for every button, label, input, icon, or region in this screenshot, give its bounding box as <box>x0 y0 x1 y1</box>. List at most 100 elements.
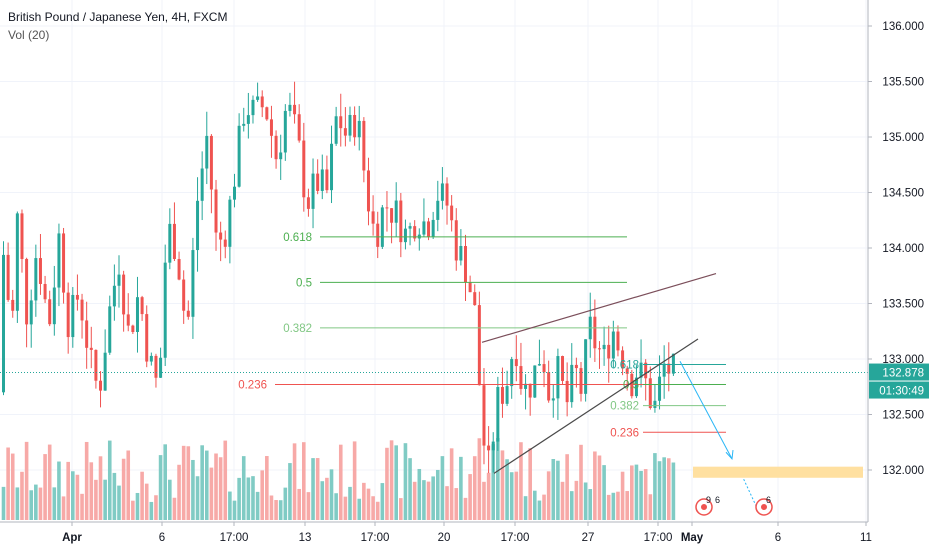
candle-body <box>366 170 370 212</box>
candle-body <box>242 123 246 126</box>
candle-body <box>15 213 19 311</box>
candle-body <box>274 135 278 160</box>
candle-body <box>473 292 477 306</box>
volume-bar <box>71 471 75 520</box>
time-axis-label: 17:00 <box>220 532 249 544</box>
candle-body <box>177 259 181 280</box>
candle-body <box>644 362 648 379</box>
volume-bar <box>556 460 560 520</box>
volume-bar <box>643 469 648 520</box>
volume-bar <box>241 456 246 520</box>
candle-body <box>427 221 431 237</box>
volume-bar <box>57 461 61 520</box>
time-axis-label: 27 <box>582 532 595 544</box>
volume-bar <box>579 444 583 520</box>
candle-body <box>662 363 666 377</box>
candle-body <box>25 258 29 325</box>
volume-bar <box>606 494 611 520</box>
candle-body <box>491 441 495 451</box>
candle-body <box>145 314 149 362</box>
volume-bar <box>6 447 10 520</box>
candle-body <box>260 96 264 108</box>
candle-body <box>205 135 209 169</box>
volume-bar <box>348 486 352 520</box>
candle-body <box>450 205 454 221</box>
volume-bar <box>84 441 89 520</box>
volume-bar <box>440 456 445 520</box>
volume-bar <box>283 487 288 520</box>
volume-bar <box>630 465 634 520</box>
volume-bar <box>352 441 357 520</box>
price-axis-label: 132.000 <box>882 465 924 477</box>
candle-body <box>547 372 551 401</box>
volume-bar <box>195 476 200 520</box>
volume-bar <box>214 453 218 520</box>
volume-bar <box>89 462 94 520</box>
candle-body <box>671 353 675 374</box>
candle-body <box>191 250 195 317</box>
volume-bar <box>265 456 269 520</box>
volume-bar <box>569 491 574 520</box>
time-axis-label: 6 <box>775 532 781 544</box>
candle-body <box>454 220 458 261</box>
volume-bar <box>20 471 24 520</box>
candle-body <box>71 294 75 338</box>
volume-bar <box>662 457 666 520</box>
candle-body <box>154 355 158 378</box>
price-axis-label: 133.000 <box>882 354 924 366</box>
candle-body <box>385 207 389 209</box>
volume-bar <box>362 482 366 520</box>
volume-bar <box>597 455 602 520</box>
candle-body <box>667 363 671 374</box>
price-axis-label: 136.000 <box>882 21 924 33</box>
countdown-tag <box>869 381 929 399</box>
candle-body <box>320 169 324 191</box>
volume-bar <box>422 480 426 520</box>
volume-bar <box>593 451 597 520</box>
candle-body <box>570 364 574 403</box>
candle-body <box>80 299 84 321</box>
volume-bar <box>237 477 241 520</box>
volume-bar <box>181 445 186 520</box>
price-axis-bg <box>868 0 932 550</box>
volume-bar <box>546 471 551 520</box>
drawings: 0.618 0.5 0.382 0.236 0.618 0.5 0.382 0.236 <box>0 232 868 515</box>
price-axis-label: 135.000 <box>882 132 924 144</box>
volume-bar <box>551 459 556 520</box>
volume-bar <box>163 444 167 520</box>
fib-level-label: 0.236 <box>238 380 267 392</box>
candle-body <box>251 99 255 116</box>
volume-bar <box>449 448 454 520</box>
fib-level-label: 0.618 <box>283 232 312 244</box>
candle-body <box>436 200 440 220</box>
volume-bar <box>537 500 542 520</box>
volume-bar <box>519 442 523 520</box>
volume-bar <box>408 458 412 520</box>
candle-body <box>122 274 126 315</box>
volume-bar <box>154 495 158 520</box>
candle-body <box>390 208 394 223</box>
volume-bar <box>149 501 154 520</box>
volume-bar <box>15 487 20 520</box>
volume-bar <box>315 458 320 520</box>
volume-bar <box>417 468 422 520</box>
volume-bar <box>472 456 477 520</box>
volume-bar <box>394 445 398 520</box>
candle-body <box>62 233 66 293</box>
volume-bar <box>292 443 297 520</box>
candle-body <box>339 116 343 129</box>
candle-body <box>593 316 597 349</box>
candle-body <box>482 385 486 446</box>
grid <box>0 0 868 522</box>
volume-bar <box>297 488 301 520</box>
candle-body <box>357 120 361 138</box>
candle-body <box>186 310 190 317</box>
projection-arrow-2 <box>741 475 761 515</box>
candle-body <box>579 368 583 394</box>
candle-body <box>565 380 569 403</box>
candle-body <box>343 128 347 136</box>
candle-body <box>561 356 565 381</box>
volume-bar <box>177 464 181 520</box>
